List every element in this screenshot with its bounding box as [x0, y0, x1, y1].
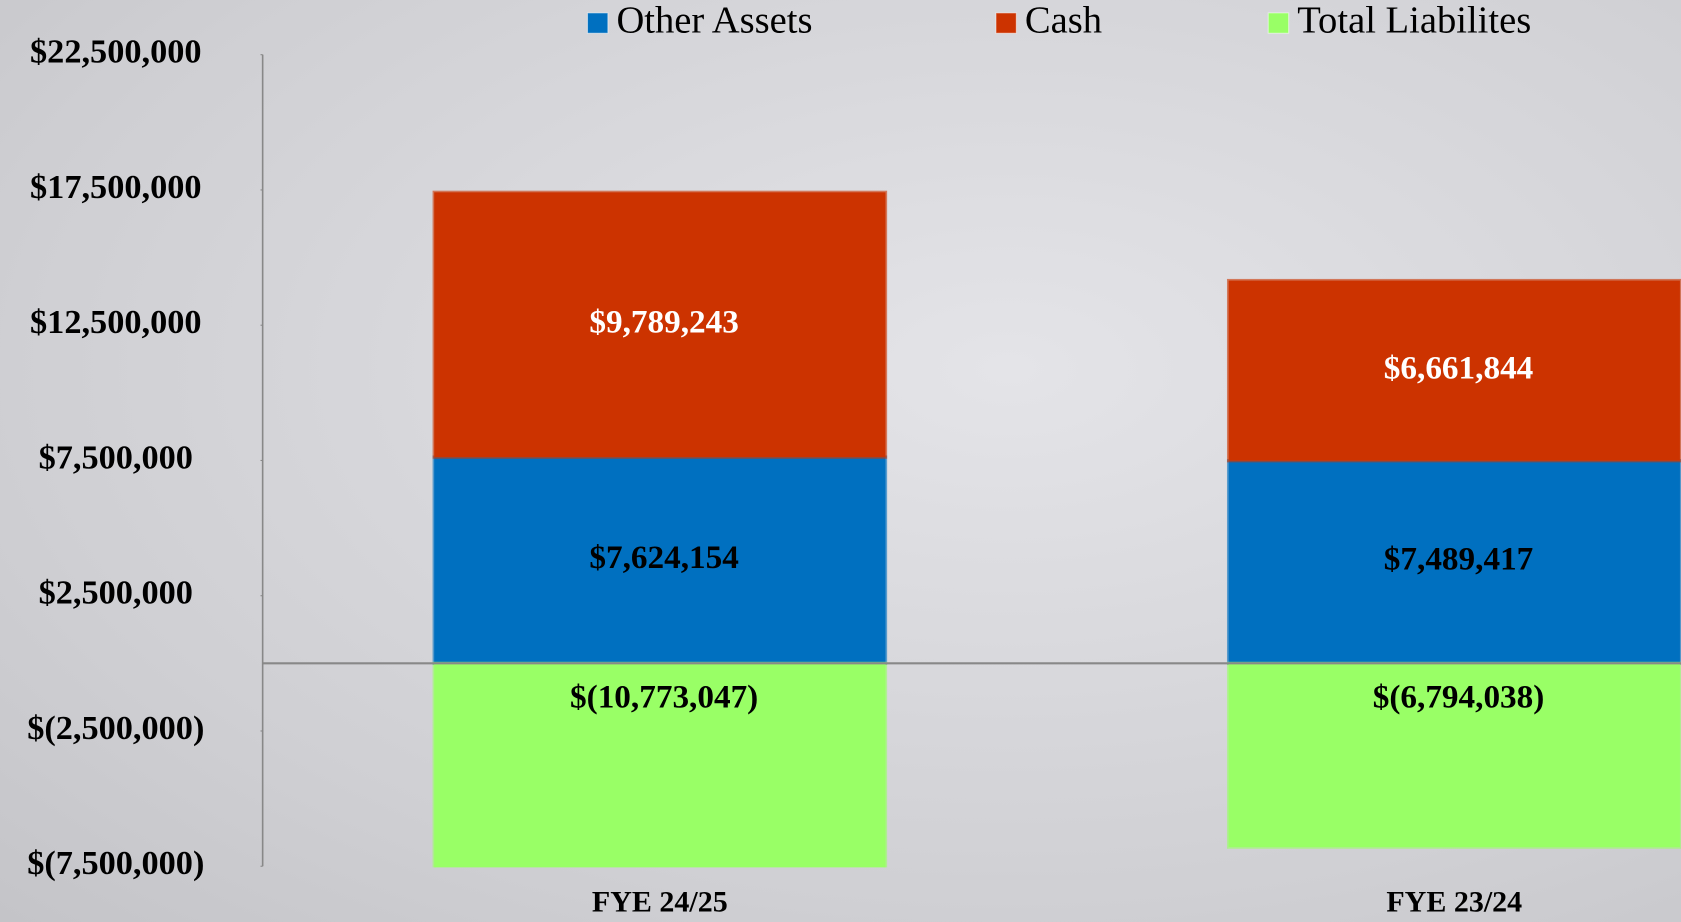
bar-segment [1226, 661, 1681, 849]
y-tick-label: $(7,500,000) [27, 844, 204, 882]
value-label: $9,789,243 [589, 303, 738, 340]
legend-swatch [1267, 12, 1290, 34]
value-label: $7,489,417 [1384, 541, 1533, 578]
value-label: $7,624,154 [589, 539, 738, 576]
legend-label: Other Assets [616, 0, 812, 41]
x-tick-label: FYE 24/25 [592, 886, 728, 919]
bar-segment [1226, 459, 1681, 665]
y-tick-label: $2,500,000 [39, 574, 193, 612]
legend: Other Assets Cash Total Liabilites [586, 0, 1531, 41]
value-label: $(10,773,047) [570, 678, 758, 715]
bar-segment [432, 455, 888, 665]
legend-label: Total Liabilites [1297, 0, 1531, 41]
y-tick-label: $17,500,000 [30, 168, 201, 206]
value-label: $(6,794,038) [1373, 678, 1545, 715]
y-tick-label: $7,500,000 [39, 438, 193, 476]
y-tick-label: $12,500,000 [30, 303, 201, 341]
y-tick-label: $22,500,000 [30, 33, 201, 71]
legend-label: Cash [1025, 0, 1102, 41]
legend-swatch [586, 12, 609, 34]
bar-segment [1226, 278, 1681, 463]
value-label: $6,661,844 [1384, 349, 1533, 386]
x-tick-label: FYE 23/24 [1386, 886, 1522, 919]
legend-swatch [995, 12, 1017, 34]
y-tick-label: $(2,500,000) [27, 709, 204, 747]
bar-segment [432, 190, 888, 459]
